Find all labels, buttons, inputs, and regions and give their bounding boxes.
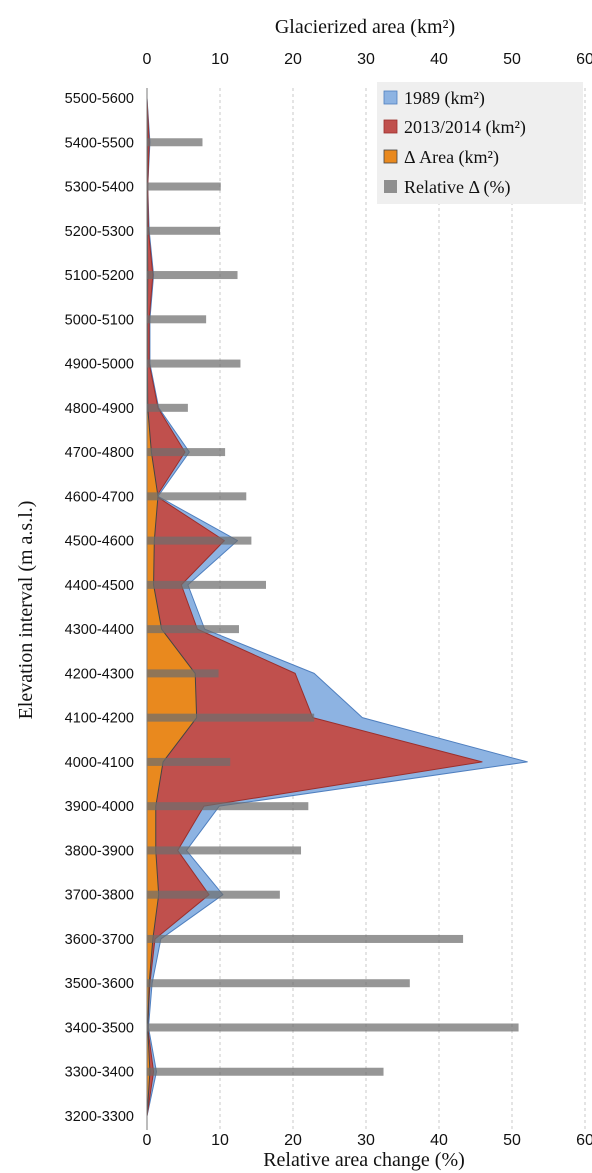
elevation-label: 4400-4500: [65, 578, 134, 594]
legend-label-2013-2014: 2013/2014 (km²): [404, 117, 526, 138]
relative-change-bar: [147, 315, 207, 324]
bottom-tick-label: 0: [143, 1132, 152, 1149]
bottom-tick-label: 20: [284, 1132, 302, 1149]
elevation-label: 5100-5200: [65, 268, 134, 284]
elevation-label: 3800-3900: [65, 843, 134, 859]
top-tick-label: 60: [576, 51, 592, 68]
elevation-label: 4100-4200: [65, 711, 134, 727]
legend-label-1989: 1989 (km²): [404, 88, 485, 109]
relative-change-bar: [147, 802, 309, 811]
elevation-label: 5500-5600: [65, 91, 134, 107]
legend-box: [377, 82, 583, 204]
top-tick-label: 30: [357, 51, 375, 68]
legend-label-relative-delta: Relative Δ (%): [404, 177, 511, 198]
bottom-tick-label: 50: [503, 1132, 521, 1149]
elevation-label: 4800-4900: [65, 401, 134, 417]
bottom-axis-ticks: 0 10 20 30 40 50 60: [143, 1132, 592, 1149]
elevation-label: 4200-4300: [65, 666, 134, 682]
relative-change-bar: [147, 138, 203, 147]
relative-change-bar: [147, 403, 188, 412]
top-axis-title: Glacierized area (km²): [275, 16, 455, 38]
relative-change-bar: [147, 757, 231, 766]
relative-change-bar: [147, 182, 221, 191]
top-tick-label: 50: [503, 51, 521, 68]
relative-change-bars: [147, 138, 519, 1076]
elevation-label: 3200-3300: [65, 1109, 134, 1125]
elevation-label: 4500-4600: [65, 534, 134, 550]
bottom-tick-label: 30: [357, 1132, 375, 1149]
relative-change-bar: [147, 979, 410, 988]
relative-change-bar: [147, 846, 302, 855]
elevation-label: 4900-5000: [65, 357, 134, 373]
legend-swatch-relative-delta: [384, 180, 397, 193]
elevation-label: 5400-5500: [65, 135, 134, 151]
legend: 1989 (km²) 2013/2014 (km²) Δ Area (km²) …: [377, 82, 583, 204]
relative-change-bar: [147, 890, 280, 899]
bottom-tick-label: 10: [211, 1132, 229, 1149]
relative-change-bar: [147, 713, 315, 722]
relative-change-bar: [147, 1023, 519, 1032]
relative-change-bar: [147, 1067, 384, 1076]
elevation-label: 5300-5400: [65, 180, 134, 196]
elevation-label: 3300-3400: [65, 1065, 134, 1081]
elevation-tick-labels: 5500-5600 5400-5500 5300-5400 5200-5300 5100…: [65, 91, 134, 1125]
relative-change-bar: [147, 934, 464, 943]
relative-change-bar: [147, 271, 238, 280]
top-tick-label: 40: [430, 51, 448, 68]
relative-change-bar: [147, 359, 241, 368]
elevation-label: 5200-5300: [65, 224, 134, 240]
legend-swatch-delta-area: [383, 149, 398, 164]
elevation-label: 3700-3800: [65, 888, 134, 904]
elevation-label: 3900-4000: [65, 799, 134, 815]
elevation-label: 4300-4400: [65, 622, 134, 638]
relative-change-bar: [147, 226, 220, 235]
top-tick-label: 0: [143, 51, 152, 68]
top-axis-ticks: 0 10 20 30 40 50 60: [143, 51, 592, 68]
relative-change-bar: [147, 448, 226, 457]
relative-change-bar: [147, 669, 219, 678]
bottom-axis-title: Relative area change (%): [263, 1149, 465, 1171]
legend-label-delta-area: Δ Area (km²): [404, 147, 499, 168]
elevation-label: 3600-3700: [65, 932, 134, 948]
relative-change-bar: [147, 492, 247, 501]
elevation-label: 4700-4800: [65, 445, 134, 461]
relative-change-bar: [147, 580, 266, 589]
legend-swatch-2013-2014: [383, 119, 398, 134]
elevation-label: 4000-4100: [65, 755, 134, 771]
legend-swatch-1989: [383, 90, 398, 105]
bottom-tick-label: 40: [430, 1132, 448, 1149]
bottom-tick-label: 60: [576, 1132, 592, 1149]
top-tick-label: 20: [284, 51, 302, 68]
y-axis-title: Elevation interval (m a.s.l.): [15, 501, 37, 720]
elevation-label: 3500-3600: [65, 976, 134, 992]
elevation-label: 4600-4700: [65, 489, 134, 505]
relative-change-bar: [147, 625, 239, 634]
relative-change-bar: [147, 536, 252, 545]
top-tick-label: 10: [211, 51, 229, 68]
elevation-label: 3400-3500: [65, 1020, 134, 1036]
elevation-label: 5000-5100: [65, 312, 134, 328]
